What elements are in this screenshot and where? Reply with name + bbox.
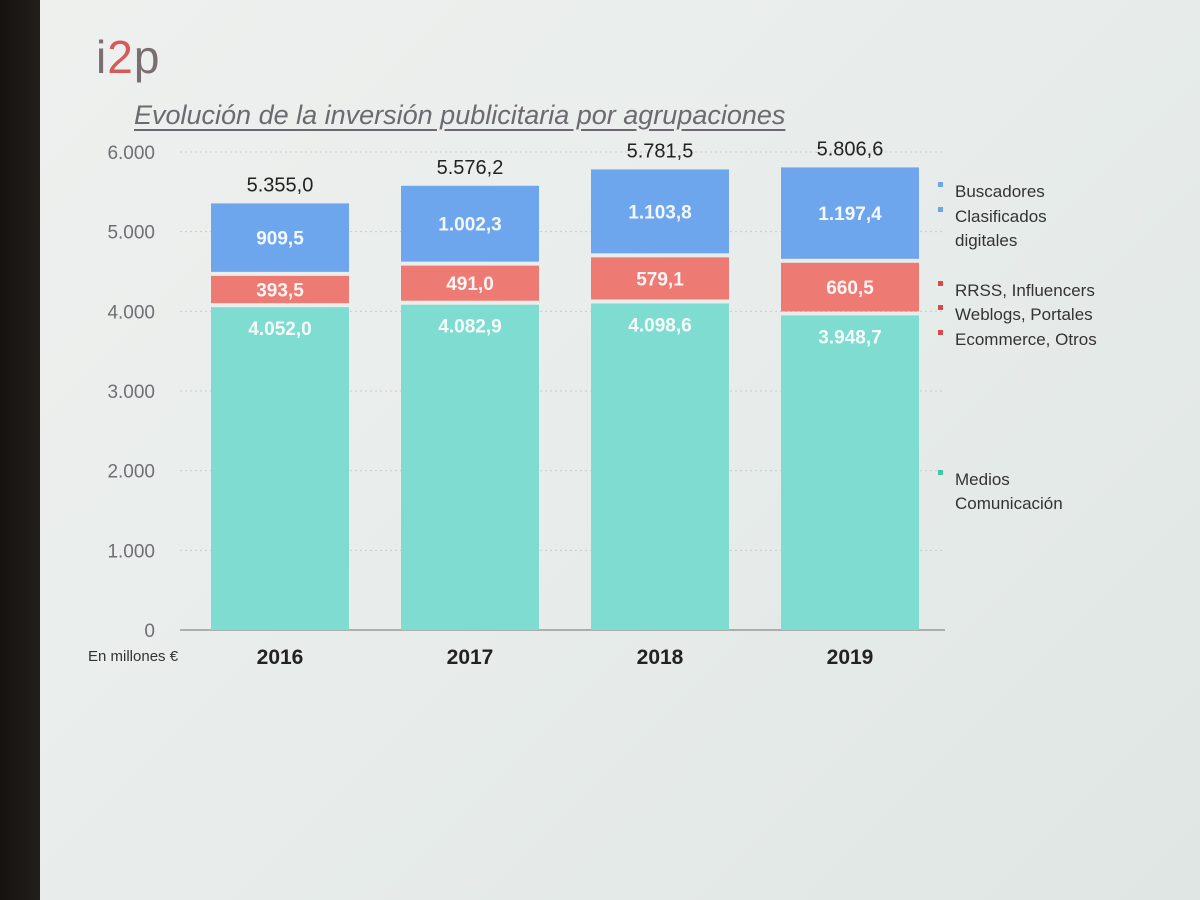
legend-label: RRSS, Influencers <box>955 281 1095 300</box>
data-label: 393,5 <box>256 281 304 302</box>
x-tick-label: 2017 <box>447 646 494 669</box>
legend-label: Clasificados digitales <box>955 207 1047 250</box>
logo: i2p <box>96 31 161 83</box>
data-label: 3.948,7 <box>818 327 881 348</box>
unit-label: En millones € <box>88 648 179 665</box>
total-label: 5.806,6 <box>817 138 884 160</box>
data-label: 1.103,8 <box>628 202 691 223</box>
legend-marker <box>938 305 943 311</box>
legend-label: Ecommerce, Otros <box>955 330 1097 349</box>
data-label: 1.002,3 <box>438 215 501 236</box>
legend-label: Medios Comunicación <box>955 470 1063 513</box>
legend-item: RRSS, Influencers <box>938 279 1095 303</box>
data-label: 1.197,4 <box>818 204 882 225</box>
bar-segment <box>211 275 349 304</box>
legend-marker <box>938 281 943 287</box>
total-label: 5.355,0 <box>247 174 314 196</box>
y-tick-label: 1.000 <box>107 541 155 562</box>
y-tick-label: 4.000 <box>107 302 155 323</box>
data-label: 4.052,0 <box>248 319 311 340</box>
bar-segment <box>591 303 729 630</box>
legend-marker <box>938 470 943 476</box>
bar-segment <box>211 203 349 272</box>
bar-segment <box>591 169 729 254</box>
y-tick-label: 6.000 <box>107 143 155 164</box>
x-tick-label: 2019 <box>827 646 874 669</box>
legend-marker <box>938 182 943 188</box>
legend-marker <box>938 330 943 336</box>
data-label: 909,5 <box>256 229 304 250</box>
legend-label: Weblogs, Portales <box>955 305 1093 324</box>
legend-item: Clasificados digitales <box>938 205 1047 253</box>
bar-segment <box>401 265 539 301</box>
data-label: 4.082,9 <box>438 317 501 338</box>
y-tick-label: 5.000 <box>107 223 155 244</box>
bar-segment <box>401 185 539 262</box>
legend-item: Medios Comunicación <box>938 468 1063 516</box>
y-tick-label: 2.000 <box>107 462 155 483</box>
y-tick-label: 0 <box>144 621 155 642</box>
y-tick-label: 3.000 <box>107 382 155 403</box>
total-label: 5.576,2 <box>437 157 504 179</box>
legend-item: Weblogs, Portales <box>938 303 1093 327</box>
legend-item: Buscadores <box>938 180 1045 204</box>
data-label: 579,1 <box>636 269 684 290</box>
bar-segment <box>401 304 539 630</box>
x-tick-label: 2018 <box>637 646 684 669</box>
data-label: 491,0 <box>446 274 494 295</box>
bar-segment <box>781 315 919 630</box>
legend-marker <box>938 207 943 213</box>
chart-title: Evolución de la inversión publicitaria p… <box>134 100 786 130</box>
data-label: 660,5 <box>826 278 874 299</box>
data-label: 4.098,6 <box>628 315 691 336</box>
bar-segment <box>781 167 919 259</box>
bar-segment <box>591 257 729 300</box>
bar-segment <box>211 307 349 630</box>
bar-segment <box>781 262 919 312</box>
legend-label: Buscadores <box>955 182 1045 201</box>
total-label: 5.781,5 <box>627 140 694 162</box>
legend-item: Ecommerce, Otros <box>938 328 1097 352</box>
x-tick-label: 2016 <box>257 646 304 669</box>
